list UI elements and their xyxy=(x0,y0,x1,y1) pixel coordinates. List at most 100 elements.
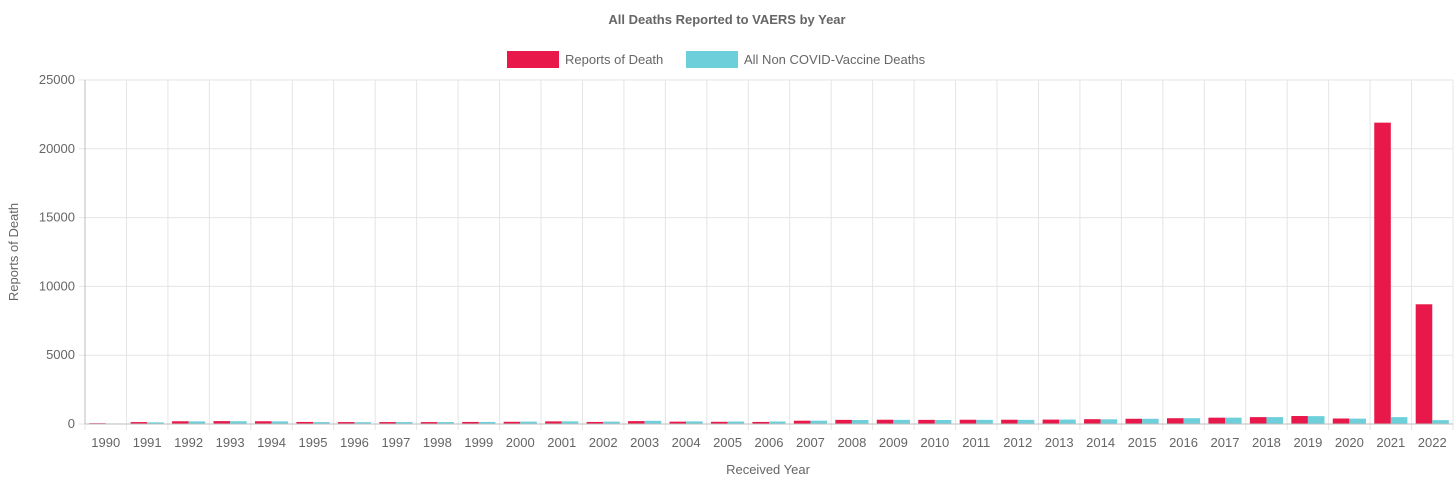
y-tick-label: 25000 xyxy=(39,72,75,87)
y-tick-label: 10000 xyxy=(39,278,75,293)
bar-non-covid-deaths-2001[interactable] xyxy=(561,421,579,424)
bar-non-covid-deaths-1993[interactable] xyxy=(230,421,247,424)
axes: 0 5000 10000 15000 20000 25000 1990 1991 1992 199… xyxy=(39,72,1453,450)
bar-reports-of-death-2022[interactable] xyxy=(1415,304,1433,424)
bar-non-covid-deaths-2006[interactable] xyxy=(769,421,786,424)
bar-reports-of-death-2007[interactable] xyxy=(793,420,811,424)
x-tick-label: 2013 xyxy=(1045,435,1074,450)
bar-reports-of-death-1996[interactable] xyxy=(337,422,355,424)
x-tick-label: 2019 xyxy=(1293,435,1322,450)
x-tick-label: 1995 xyxy=(299,435,328,450)
legend: Reports of Death All Non COVID-Vaccine D… xyxy=(507,51,926,68)
bar-reports-of-death-2008[interactable] xyxy=(835,419,852,424)
bar-reports-of-death-2021[interactable] xyxy=(1374,122,1391,424)
bar-non-covid-deaths-2014[interactable] xyxy=(1100,419,1118,424)
bar-non-covid-deaths-2021[interactable] xyxy=(1390,417,1408,424)
bar-reports-of-death-2014[interactable] xyxy=(1084,419,1101,424)
x-tick-label: 1999 xyxy=(464,435,493,450)
bar-non-covid-deaths-2008[interactable] xyxy=(851,420,869,424)
bar-non-covid-deaths-2009[interactable] xyxy=(893,419,910,424)
bar-non-covid-deaths-1991[interactable] xyxy=(147,422,164,424)
bar-reports-of-death-1997[interactable] xyxy=(379,422,396,424)
bar-non-covid-deaths-2011[interactable] xyxy=(976,419,993,424)
bar-reports-of-death-1993[interactable] xyxy=(213,421,231,424)
x-tick-label: 2017 xyxy=(1211,435,1240,450)
bar-non-covid-deaths-2007[interactable] xyxy=(810,420,828,424)
y-tick-label: 0 xyxy=(68,416,75,431)
bar-reports-of-death-2015[interactable] xyxy=(1125,418,1143,424)
bar-non-covid-deaths-1997[interactable] xyxy=(395,422,413,424)
bar-reports-of-death-2018[interactable] xyxy=(1249,417,1267,424)
bar-reports-of-death-2003[interactable] xyxy=(628,421,645,424)
bar-non-covid-deaths-1995[interactable] xyxy=(313,422,330,424)
bar-reports-of-death-2011[interactable] xyxy=(959,419,977,424)
bar-non-covid-deaths-2002[interactable] xyxy=(603,421,620,424)
bar-reports-of-death-2012[interactable] xyxy=(1001,419,1018,424)
bar-reports-of-death-2017[interactable] xyxy=(1208,417,1225,424)
bar-reports-of-death-1998[interactable] xyxy=(420,422,438,424)
x-tick-label: 2005 xyxy=(713,435,742,450)
bar-non-covid-deaths-2004[interactable] xyxy=(686,421,703,424)
bar-reports-of-death-2009[interactable] xyxy=(876,419,894,424)
bar-non-covid-deaths-2005[interactable] xyxy=(727,421,745,424)
bar-reports-of-death-2002[interactable] xyxy=(586,421,604,424)
bar-reports-of-death-1992[interactable] xyxy=(172,421,189,424)
bar-reports-of-death-1995[interactable] xyxy=(296,421,313,424)
bar-reports-of-death-1999[interactable] xyxy=(462,421,479,424)
bar-reports-of-death-2000[interactable] xyxy=(503,421,521,424)
x-tick-label: 1998 xyxy=(423,435,452,450)
y-tick-label: 20000 xyxy=(39,141,75,156)
bar-non-covid-deaths-1998[interactable] xyxy=(437,422,454,424)
bar-reports-of-death-2016[interactable] xyxy=(1166,418,1184,424)
bar-non-covid-deaths-2012[interactable] xyxy=(1017,419,1035,424)
x-tick-label: 2004 xyxy=(672,435,701,450)
bar-non-covid-deaths-2022[interactable] xyxy=(1432,420,1449,424)
bar-non-covid-deaths-2019[interactable] xyxy=(1307,416,1325,424)
bar-non-covid-deaths-2018[interactable] xyxy=(1266,417,1284,424)
bar-non-covid-deaths-2003[interactable] xyxy=(644,420,662,424)
chart-title: All Deaths Reported to VAERS by Year xyxy=(608,12,845,27)
bar-reports-of-death-2020[interactable] xyxy=(1332,418,1350,424)
bar-reports-of-death-2005[interactable] xyxy=(710,421,728,424)
bar-reports-of-death-2010[interactable] xyxy=(918,419,935,424)
bar-non-covid-deaths-2020[interactable] xyxy=(1349,418,1366,424)
bar-non-covid-deaths-2017[interactable] xyxy=(1225,417,1242,424)
bar-non-covid-deaths-2013[interactable] xyxy=(1059,419,1076,424)
bar-non-covid-deaths-2016[interactable] xyxy=(1183,418,1201,424)
x-tick-label: 2000 xyxy=(506,435,535,450)
legend-label-reports-of-death[interactable]: Reports of Death xyxy=(565,52,663,67)
bar-reports-of-death-2001[interactable] xyxy=(545,421,562,424)
bar-reports-of-death-1991[interactable] xyxy=(130,422,148,424)
bar-non-covid-deaths-1999[interactable] xyxy=(478,421,496,424)
bar-reports-of-death-2006[interactable] xyxy=(752,421,769,424)
x-tick-label: 2012 xyxy=(1003,435,1032,450)
legend-label-non-covid-deaths[interactable]: All Non COVID-Vaccine Deaths xyxy=(744,52,926,67)
bar-non-covid-deaths-1992[interactable] xyxy=(188,421,206,424)
legend-swatch-reports-of-death xyxy=(507,51,559,68)
bar-reports-of-death-1994[interactable] xyxy=(254,421,272,424)
bar-reports-of-death-2004[interactable] xyxy=(669,421,687,424)
bar-non-covid-deaths-1996[interactable] xyxy=(354,422,372,424)
bar-reports-of-death-2013[interactable] xyxy=(1042,419,1060,424)
bar-non-covid-deaths-1994[interactable] xyxy=(271,421,289,424)
y-tick-label: 15000 xyxy=(39,210,75,225)
x-tick-label: 1996 xyxy=(340,435,369,450)
y-axis-title: Reports of Death xyxy=(6,203,21,301)
x-tick-label: 2015 xyxy=(1128,435,1157,450)
x-tick-label: 1990 xyxy=(91,435,120,450)
bars xyxy=(89,122,1449,424)
bar-non-covid-deaths-2010[interactable] xyxy=(934,420,952,424)
x-tick-label: 2022 xyxy=(1418,435,1447,450)
x-tick-label: 2016 xyxy=(1169,435,1198,450)
bar-reports-of-death-2019[interactable] xyxy=(1291,416,1308,424)
legend-swatch-non-covid-deaths xyxy=(686,51,738,68)
bar-non-covid-deaths-2000[interactable] xyxy=(520,421,537,424)
x-tick-label: 2021 xyxy=(1376,435,1405,450)
x-tick-label: 2002 xyxy=(589,435,618,450)
x-tick-label: 1994 xyxy=(257,435,286,450)
x-tick-label: 2006 xyxy=(755,435,784,450)
x-tick-label: 2011 xyxy=(962,435,990,450)
bar-non-covid-deaths-2015[interactable] xyxy=(1142,418,1159,424)
